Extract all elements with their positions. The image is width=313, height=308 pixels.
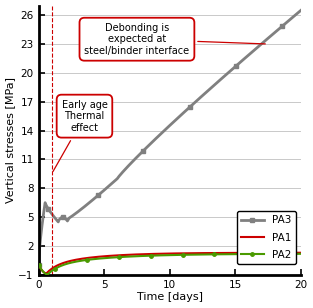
Text: Early age
Thermal
effect: Early age Thermal effect [53,99,107,172]
PA3 [119,172,123,176]
PA1 [134,253,138,256]
PA1 [41,270,45,274]
PA3 [271,32,275,36]
PA1 [37,263,40,267]
Line: PA2: PA2 [37,252,303,276]
PA2 [251,252,254,256]
Y-axis label: Vertical stresses [MPa]: Vertical stresses [MPa] [6,77,16,203]
PA1 [299,251,303,255]
PA3 [37,263,40,267]
PA2 [135,254,139,258]
X-axis label: Time [days]: Time [days] [137,292,203,302]
PA1 [44,272,48,275]
PA2 [131,254,135,258]
Line: PA3: PA3 [37,9,303,267]
Line: PA1: PA1 [38,253,301,274]
Legend: PA3, PA1, PA2: PA3, PA1, PA2 [237,211,296,264]
PA1 [231,251,235,255]
PA3 [48,210,52,213]
Text: Debonding is
expected at
steel/binder interface: Debonding is expected at steel/binder in… [85,22,265,56]
PA3 [169,122,173,126]
PA3 [299,9,303,12]
PA2 [232,252,235,256]
PA1 [195,251,199,255]
PA2 [299,252,303,256]
PA1 [250,251,254,255]
PA2 [37,263,40,267]
PA1 [130,253,134,257]
PA3 [154,136,158,140]
PA2 [46,273,50,276]
PA2 [196,253,200,256]
PA2 [42,270,46,274]
PA3 [218,79,221,83]
